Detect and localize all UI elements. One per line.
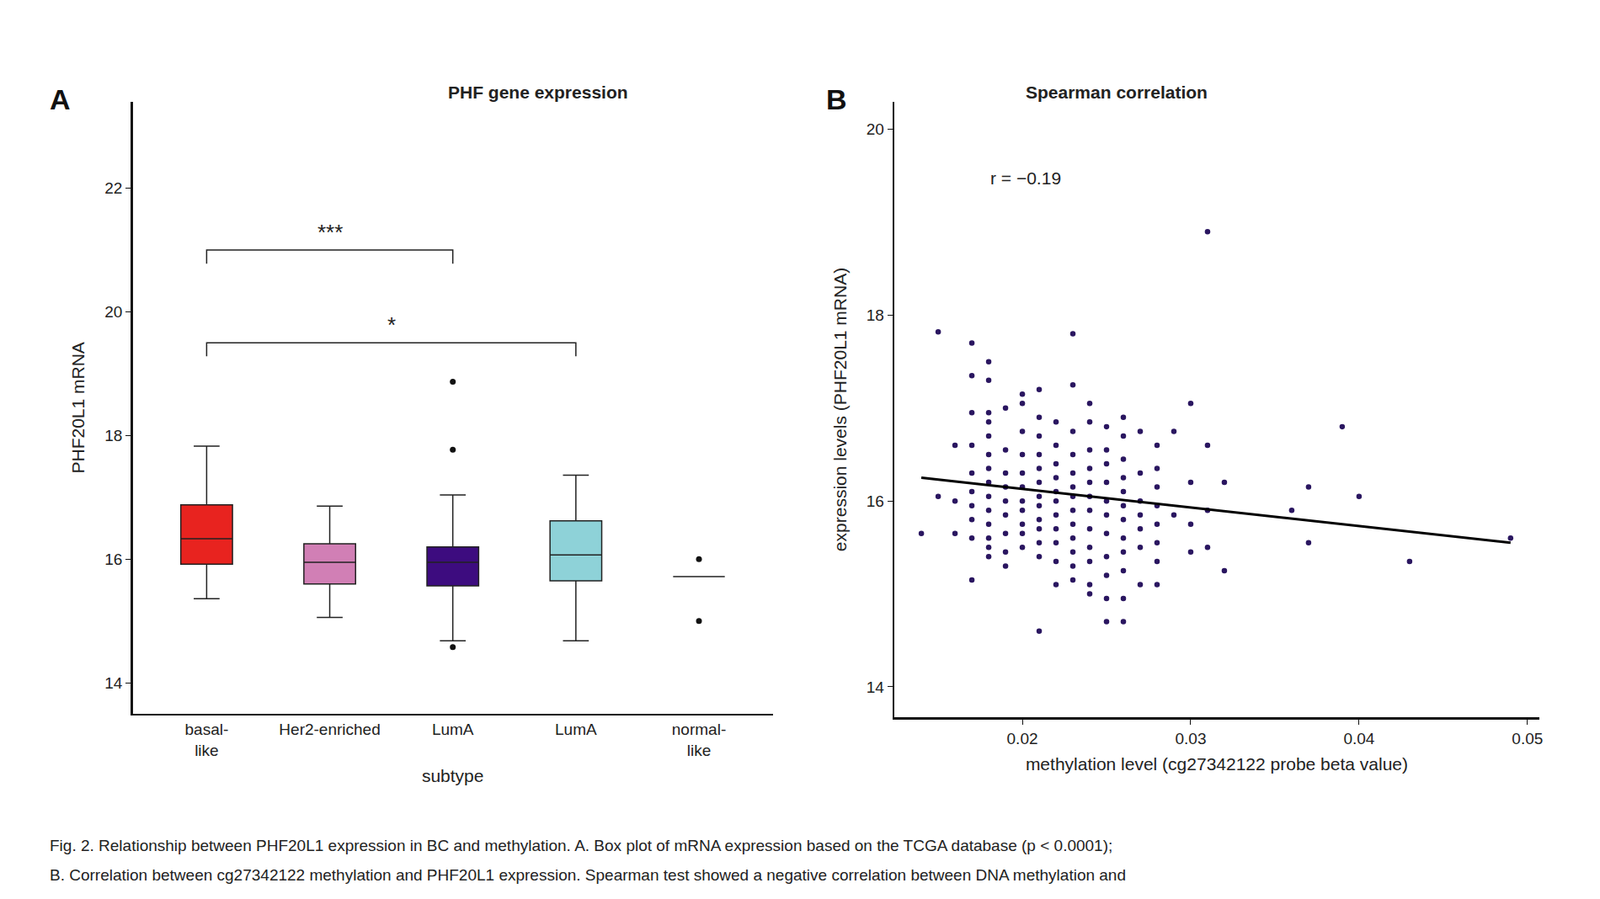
svg-text:LumA: LumA [432,720,475,739]
svg-text:expression levels (PHF20L1 mRN: expression levels (PHF20L1 mRNA) [830,267,850,552]
svg-text:subtype: subtype [421,766,485,786]
svg-text:normal-like: normal-like [672,720,726,760]
svg-text:methylation level (cg27342122: methylation level (cg27342122 probe beta… [1025,754,1408,774]
svg-text:basal-like: basal-like [185,720,230,760]
svg-text:LumA: LumA [554,720,598,739]
svg-text:***: *** [317,219,343,246]
svg-text:18: 18 [866,306,885,325]
svg-text:16: 16 [866,492,885,511]
svg-text:0.03: 0.03 [1174,730,1206,748]
svg-text:14: 14 [866,678,886,697]
svg-text:0.05: 0.05 [1511,730,1543,748]
svg-text:0.02: 0.02 [1007,730,1039,748]
svg-text:Spearman correlation: Spearman correlation [1025,82,1208,102]
svg-text:0.04: 0.04 [1343,730,1375,748]
svg-text:18: 18 [104,426,123,445]
svg-text:A: A [49,83,71,116]
svg-text:B: B [826,83,848,116]
svg-text:r = −0.19: r = −0.19 [990,168,1062,188]
svg-text:*: * [387,312,396,338]
svg-text:20: 20 [104,303,123,321]
svg-text:Fig. 2. Relationship between P: Fig. 2. Relationship between PHF20L1 exp… [49,837,1113,855]
svg-text:B. Correlation between cg27342: B. Correlation between cg27342122 methyl… [49,866,1126,885]
svg-text:14: 14 [104,674,123,693]
svg-text:22: 22 [104,179,123,198]
svg-text:Her2-enriched: Her2-enriched [278,720,380,739]
svg-text:PHF gene expression: PHF gene expression [448,82,629,102]
svg-text:PHF20L1 mRNA: PHF20L1 mRNA [68,341,88,474]
svg-text:20: 20 [866,120,885,139]
svg-text:16: 16 [104,550,123,569]
